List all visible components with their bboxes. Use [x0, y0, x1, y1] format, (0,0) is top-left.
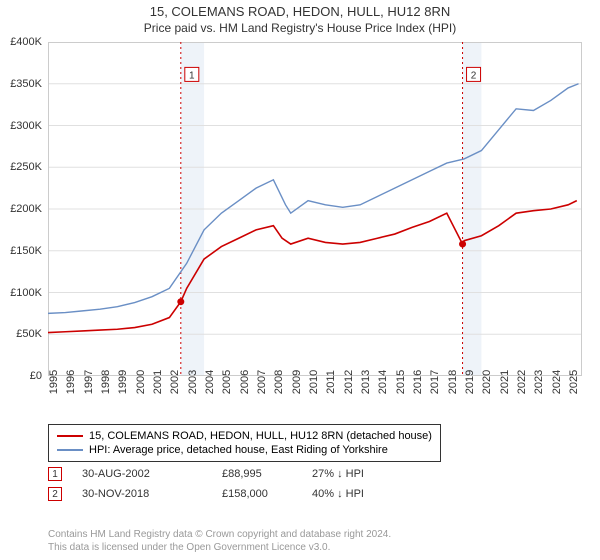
- legend-item: 15, COLEMANS ROAD, HEDON, HULL, HU12 8RN…: [57, 429, 432, 443]
- x-tick-label: 2015: [395, 370, 407, 394]
- x-tick-label: 2025: [568, 370, 580, 394]
- marker-table: 1 30-AUG-2002 £88,995 27% ↓ HPI 2 30-NOV-2018…: [48, 464, 412, 504]
- x-tick-label: 1995: [48, 370, 60, 394]
- x-tick-label: 2004: [204, 370, 216, 394]
- svg-text:1: 1: [189, 70, 195, 81]
- legend-item: HPI: Average price, detached house, East…: [57, 443, 432, 457]
- x-tick-label: 2002: [169, 370, 181, 394]
- x-tick-label: 2018: [447, 370, 459, 394]
- y-axis-labels: £0£50K£100K£150K£200K£250K£300K£350K£400…: [0, 42, 46, 376]
- x-tick-label: 2022: [516, 370, 528, 394]
- x-tick-label: 1999: [117, 370, 129, 394]
- marker-row: 1 30-AUG-2002 £88,995 27% ↓ HPI: [48, 464, 412, 484]
- x-tick-label: 1997: [83, 370, 95, 394]
- x-tick-label: 2000: [135, 370, 147, 394]
- marker-date: 30-AUG-2002: [82, 468, 202, 480]
- x-tick-label: 1996: [65, 370, 77, 394]
- y-tick-label: £150K: [10, 245, 42, 257]
- x-tick-label: 2016: [412, 370, 424, 394]
- x-axis-labels: 1995199619971998199920002001200220032004…: [48, 378, 582, 418]
- marker-pct: 27% ↓ HPI: [312, 468, 412, 480]
- x-tick-label: 2023: [533, 370, 545, 394]
- footer-attribution: Contains HM Land Registry data © Crown c…: [48, 528, 391, 554]
- x-tick-label: 2001: [152, 370, 164, 394]
- title-block: 15, COLEMANS ROAD, HEDON, HULL, HU12 8RN…: [0, 0, 600, 37]
- footer-line2: This data is licensed under the Open Gov…: [48, 541, 391, 554]
- x-tick-label: 2013: [360, 370, 372, 394]
- legend-text: HPI: Average price, detached house, East…: [89, 444, 388, 456]
- legend-swatch: [57, 449, 83, 451]
- svg-text:2: 2: [471, 70, 477, 81]
- y-tick-label: £350K: [10, 78, 42, 90]
- x-tick-label: 2009: [291, 370, 303, 394]
- marker-price: £158,000: [222, 488, 292, 500]
- x-tick-label: 2006: [239, 370, 251, 394]
- marker-num: 1: [48, 467, 62, 481]
- y-tick-label: £300K: [10, 120, 42, 132]
- marker-row: 2 30-NOV-2018 £158,000 40% ↓ HPI: [48, 484, 412, 504]
- y-tick-label: £100K: [10, 287, 42, 299]
- x-tick-label: 2003: [187, 370, 199, 394]
- plot-svg: 12: [48, 42, 582, 376]
- chart-container: 15, COLEMANS ROAD, HEDON, HULL, HU12 8RN…: [0, 0, 600, 560]
- legend: 15, COLEMANS ROAD, HEDON, HULL, HU12 8RN…: [48, 424, 441, 462]
- legend-text: 15, COLEMANS ROAD, HEDON, HULL, HU12 8RN…: [89, 430, 432, 442]
- x-tick-label: 2017: [429, 370, 441, 394]
- y-tick-label: £200K: [10, 203, 42, 215]
- marker-pct: 40% ↓ HPI: [312, 488, 412, 500]
- y-tick-label: £250K: [10, 161, 42, 173]
- x-tick-label: 2005: [221, 370, 233, 394]
- chart-subtitle: Price paid vs. HM Land Registry's House …: [0, 21, 600, 35]
- legend-swatch: [57, 435, 83, 437]
- x-tick-label: 2010: [308, 370, 320, 394]
- chart-title: 15, COLEMANS ROAD, HEDON, HULL, HU12 8RN: [0, 4, 600, 19]
- marker-price: £88,995: [222, 468, 292, 480]
- marker-date: 30-NOV-2018: [82, 488, 202, 500]
- x-tick-label: 2008: [273, 370, 285, 394]
- x-tick-label: 2024: [551, 370, 563, 394]
- y-tick-label: £400K: [10, 36, 42, 48]
- x-tick-label: 2011: [325, 370, 337, 394]
- x-tick-label: 2021: [499, 370, 511, 394]
- x-tick-label: 2012: [343, 370, 355, 394]
- x-tick-label: 2020: [481, 370, 493, 394]
- marker-num: 2: [48, 487, 62, 501]
- plot-area: 12: [48, 42, 582, 376]
- footer-line1: Contains HM Land Registry data © Crown c…: [48, 528, 391, 541]
- y-tick-label: £0: [30, 370, 42, 382]
- y-tick-label: £50K: [16, 328, 42, 340]
- x-tick-label: 2007: [256, 370, 268, 394]
- x-tick-label: 1998: [100, 370, 112, 394]
- x-tick-label: 2014: [377, 370, 389, 394]
- x-tick-label: 2019: [464, 370, 476, 394]
